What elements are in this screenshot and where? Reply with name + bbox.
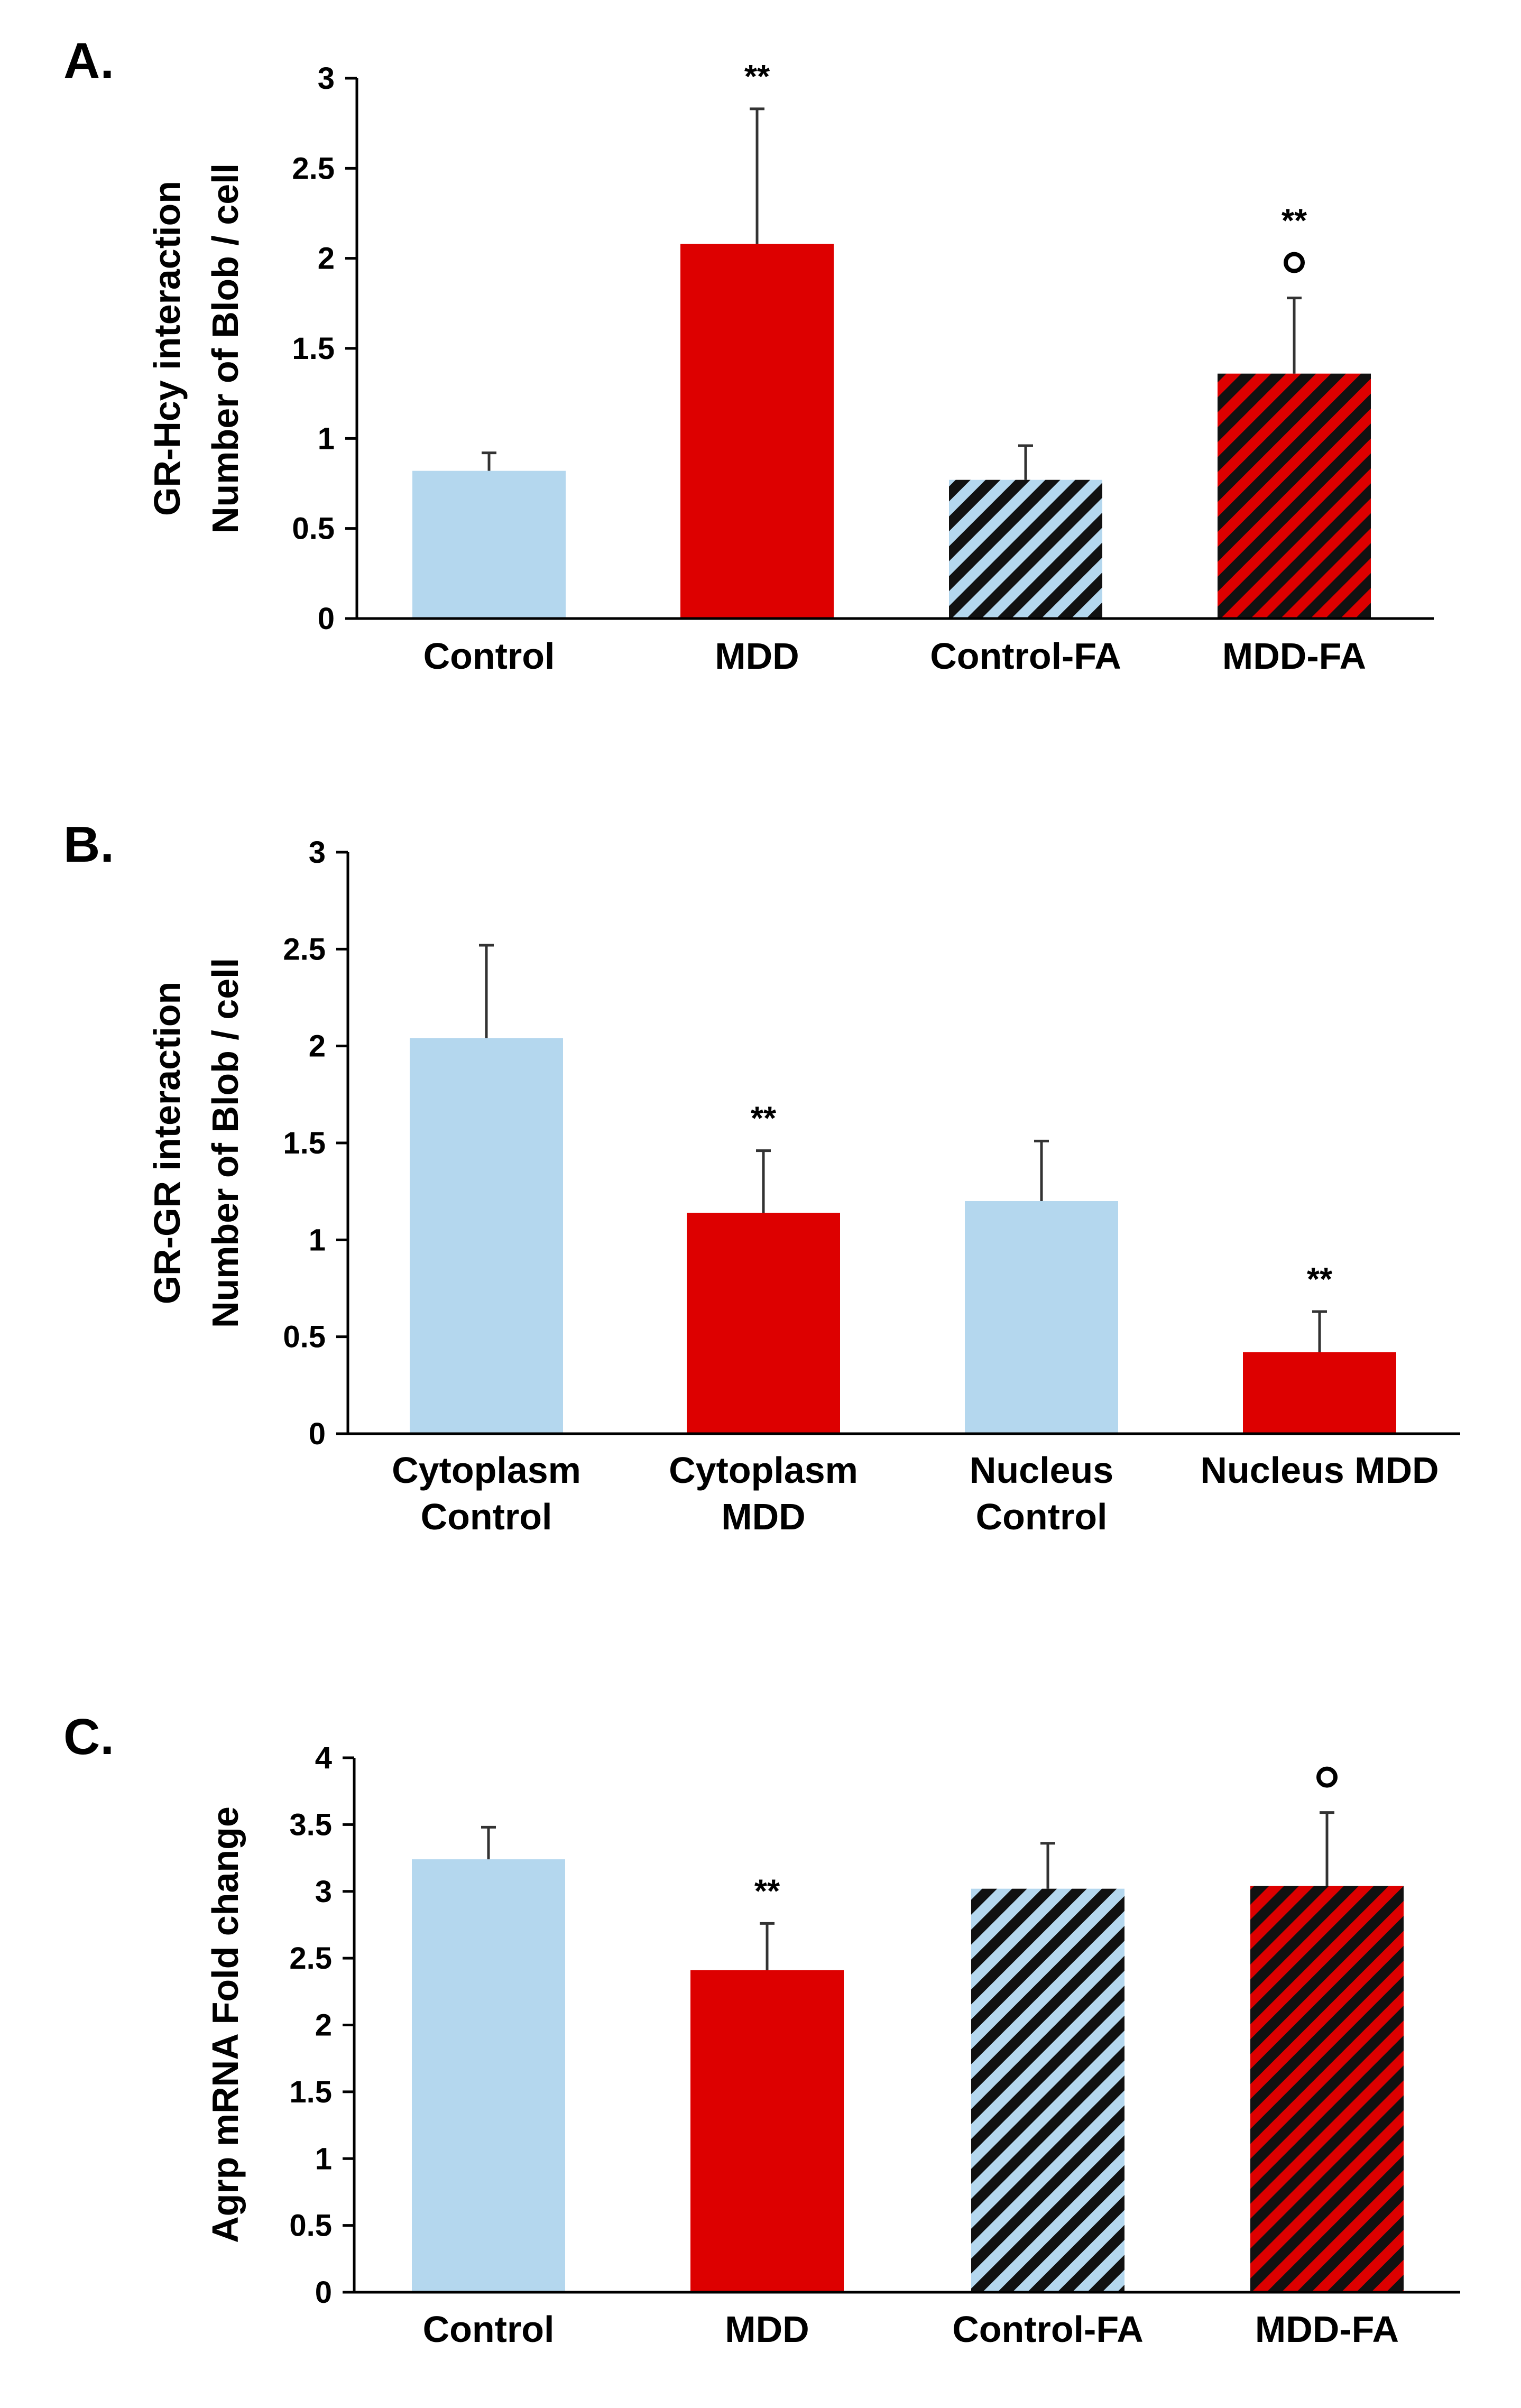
y-tick-label: 1.5 [283,1126,326,1160]
significance-stars: ** [754,1873,780,1909]
y-tick-label: 1.5 [292,331,335,366]
bar [680,244,834,619]
category-label: Nucleus [970,1450,1113,1491]
y-axis-title-line2: Number of Blob / cell [205,958,246,1328]
panel-label: A. [63,33,114,89]
y-tick-label: 1 [315,2142,332,2176]
y-tick-label: 3.5 [289,1807,332,1842]
y-tick-label: 0.5 [292,512,335,546]
category-label: MDD [715,635,799,677]
y-tick-label: 1 [318,421,335,456]
bar [971,1888,1124,2292]
bar [965,1201,1118,1434]
y-tick-label: 2 [309,1029,326,1064]
bar [1243,1352,1396,1434]
y-axis-title: GR-GR interaction [146,982,188,1305]
significance-stars: ** [1282,203,1307,239]
category-label: MDD [721,1496,805,1537]
bar [1250,1886,1404,2292]
category-label: Control [976,1496,1108,1537]
bar [410,1038,563,1434]
bar [687,1213,840,1434]
significance-stars: ** [751,1101,777,1137]
y-tick-label: 2 [315,2008,332,2043]
y-tick-label: 0 [315,2275,332,2310]
category-label: MDD [725,2309,809,2350]
category-label: Control-FA [952,2309,1144,2350]
chart-panel-3: C. Agrp mRNA Fold change Control ** MDD Contr… [63,1709,1460,2350]
y-tick-label: 2.5 [292,151,335,186]
y-tick-label: 2.5 [289,1941,332,1976]
y-tick-label: 2 [318,242,335,276]
category-label: Control [423,635,555,677]
y-tick-label: 3 [315,1875,332,1909]
chart-panel-1: A. GR-Hcy interaction Number of Blob / cel… [63,33,1434,677]
y-tick-label: 3 [309,835,326,870]
panel-label: C. [63,1709,114,1765]
significance-circle [1284,252,1305,273]
category-label: Cytoplasm [669,1450,858,1491]
significance-stars: ** [1307,1261,1333,1298]
significance-stars: ** [744,59,770,95]
y-tick-label: 0 [309,1417,326,1451]
y-tick-label: 0 [318,602,335,636]
bar [412,470,566,619]
category-label: Control-FA [930,635,1121,677]
bar [690,1970,844,2292]
y-axis-title: GR-Hcy interaction [146,181,188,516]
y-tick-label: 4 [315,1741,332,1775]
y-tick-label: 0.5 [283,1320,326,1354]
y-axis-title-line2: Number of Blob / cell [205,163,246,533]
bar [412,1859,565,2292]
y-tick-label: 1 [309,1223,326,1257]
category-label: Nucleus MDD [1200,1450,1439,1491]
category-label: Control [423,2309,555,2350]
bar [1218,373,1371,619]
category-label: MDD-FA [1222,635,1366,677]
y-tick-label: 3 [318,61,335,96]
category-label: MDD-FA [1255,2309,1399,2350]
y-tick-label: 0.5 [289,2209,332,2243]
chart-panel-2: B. GR-GR interaction Number of Blob / cell… [63,816,1460,1537]
y-axis-title: Agrp mRNA Fold change [205,1806,246,2243]
y-tick-label: 2.5 [283,932,326,966]
bar [949,479,1102,619]
category-label: Control [421,1496,552,1537]
panel-label: B. [63,816,114,873]
significance-circle [1316,1766,1338,1788]
y-tick-label: 1.5 [289,2075,332,2109]
category-label: Cytoplasm [392,1450,581,1491]
